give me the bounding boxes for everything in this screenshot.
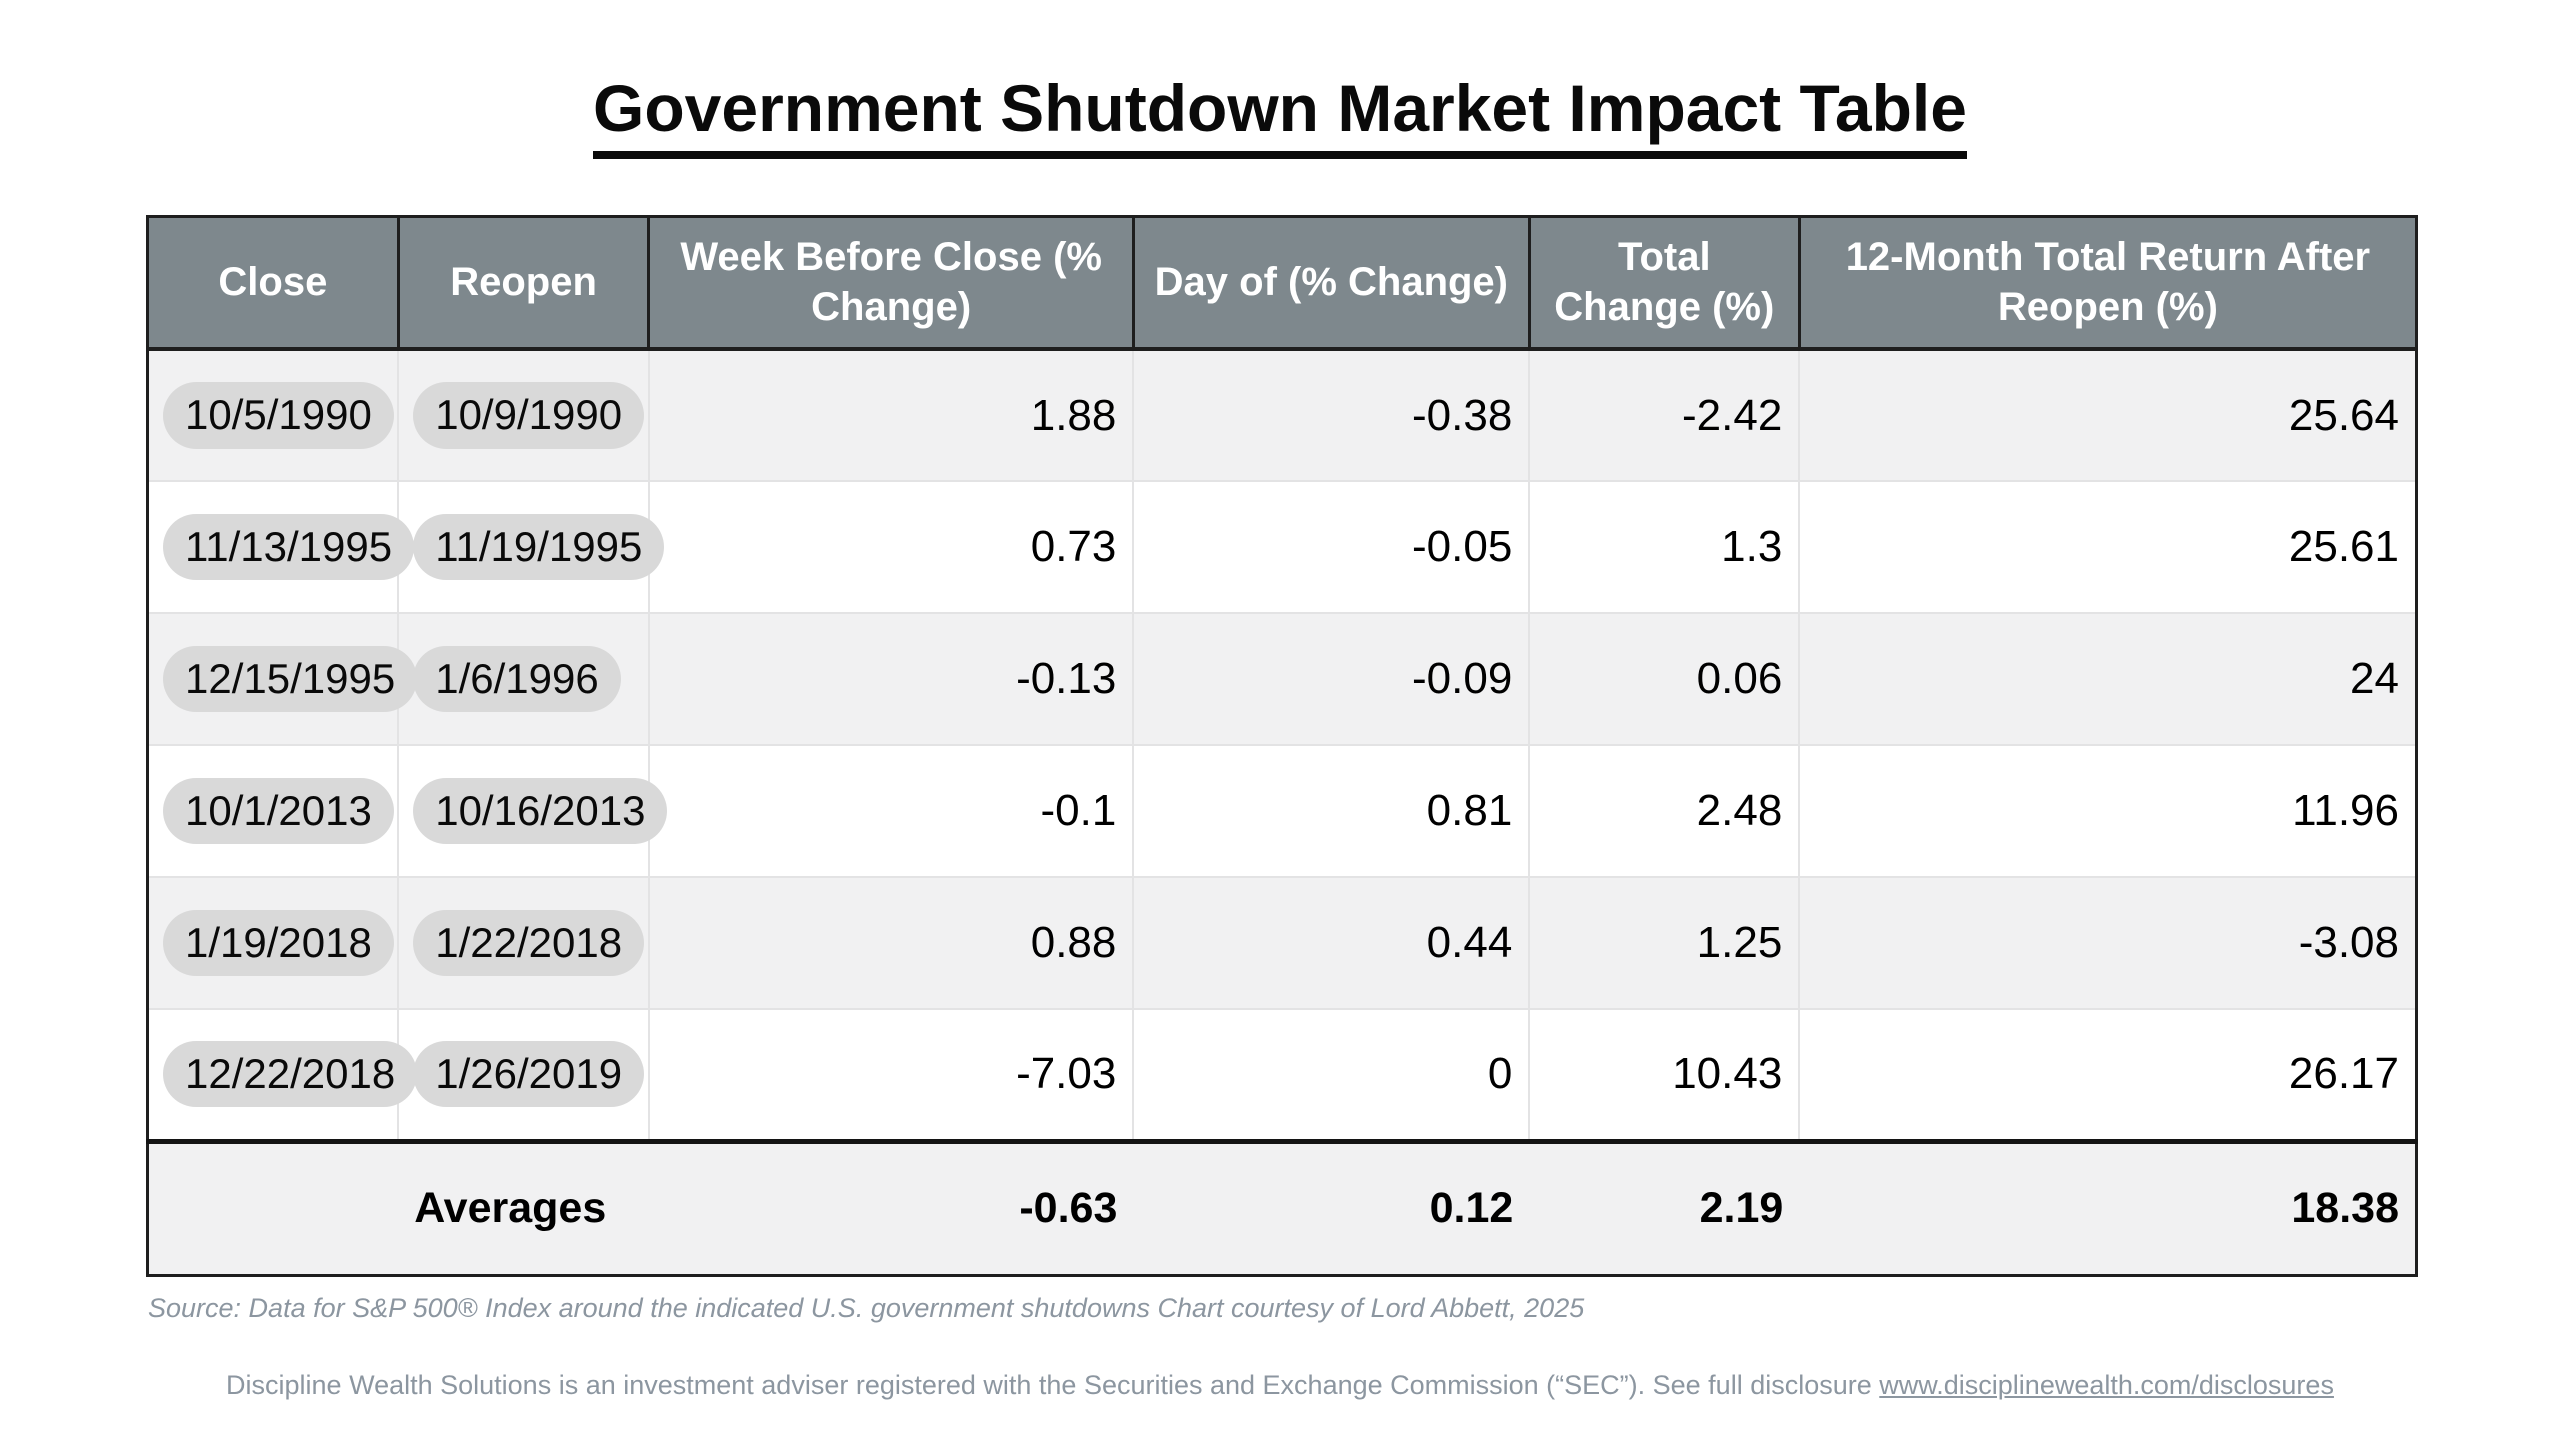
week-before-cell: -0.13 bbox=[647, 612, 1135, 747]
week-before-cell: 0.73 bbox=[647, 480, 1135, 615]
averages-return-12m-cell: 18.38 bbox=[1799, 1138, 2417, 1277]
return-12m-cell: 25.61 bbox=[1798, 480, 2418, 615]
reopen-date-cell: 10/16/2013 bbox=[397, 744, 668, 879]
total-change-cell: 1.25 bbox=[1528, 876, 1801, 1011]
averages-week-before-cell: -0.63 bbox=[648, 1138, 1134, 1277]
close-date-cell: 10/5/1990 bbox=[146, 348, 400, 483]
disclosure-text: Discipline Wealth Solutions is an invest… bbox=[226, 1369, 1880, 1400]
day-of-cell: 0.44 bbox=[1132, 876, 1531, 1011]
close-date-pill: 11/13/1995 bbox=[163, 513, 415, 581]
reopen-date-pill: 1/22/2018 bbox=[413, 909, 645, 977]
reopen-date-cell: 11/19/1995 bbox=[397, 480, 665, 615]
close-date-cell: 12/15/1995 bbox=[146, 612, 418, 747]
close-date-cell: 10/1/2013 bbox=[146, 744, 400, 879]
total-change-cell: 10.43 bbox=[1528, 1008, 1801, 1143]
close-date-pill: 12/15/1995 bbox=[163, 645, 418, 713]
week-before-cell: 0.88 bbox=[647, 876, 1135, 1011]
close-date-pill: 10/5/1990 bbox=[163, 382, 394, 449]
week-before-cell: -0.1 bbox=[647, 744, 1135, 879]
market-impact-table-wrap: Close Reopen Week Before Close (% Change… bbox=[146, 214, 2419, 1277]
table-row: 10/1/2013 10/16/2013 -0.1 0.81 2.48 11.9… bbox=[146, 744, 2418, 879]
header-row: Close Reopen Week Before Close (% Change… bbox=[146, 214, 2419, 352]
averages-total-change-cell: 2.19 bbox=[1529, 1138, 1800, 1277]
reopen-date-pill: 1/6/1996 bbox=[413, 645, 621, 713]
title-bar: Government Shutdown Market Impact Table bbox=[0, 0, 2560, 159]
week-before-cell: 1.88 bbox=[647, 348, 1135, 483]
day-of-cell: 0.81 bbox=[1132, 744, 1531, 879]
close-date-cell: 1/19/2018 bbox=[146, 876, 400, 1011]
total-change-cell: -2.42 bbox=[1528, 348, 1801, 483]
return-12m-cell: -3.08 bbox=[1798, 876, 2418, 1011]
column-header-12m-return: 12-Month Total Return After Reopen (%) bbox=[1797, 214, 2419, 352]
day-of-cell: -0.05 bbox=[1132, 480, 1531, 615]
close-date-pill: 12/22/2018 bbox=[163, 1041, 418, 1108]
return-12m-cell: 24 bbox=[1798, 612, 2418, 747]
reopen-date-cell: 1/26/2019 bbox=[397, 1008, 650, 1143]
return-12m-cell: 11.96 bbox=[1798, 744, 2418, 879]
averages-day-of-cell: 0.12 bbox=[1133, 1138, 1530, 1277]
page-title: Government Shutdown Market Impact Table bbox=[593, 72, 1967, 159]
averages-label: Averages bbox=[398, 1138, 649, 1277]
total-change-cell: 0.06 bbox=[1528, 612, 1801, 747]
table-row: 11/13/1995 11/19/1995 0.73 -0.05 1.3 25.… bbox=[146, 480, 2418, 615]
column-header-reopen: Reopen bbox=[396, 214, 651, 352]
column-header-total-change: Total Change (%) bbox=[1527, 214, 1801, 352]
source-note: Source: Data for S&P 500® Index around t… bbox=[148, 1292, 1585, 1323]
reopen-date-pill: 1/26/2019 bbox=[413, 1041, 645, 1108]
column-header-close: Close bbox=[146, 214, 400, 352]
reopen-date-pill: 10/9/1990 bbox=[413, 382, 645, 449]
averages-row: Averages -0.63 0.12 2.19 18.38 bbox=[147, 1138, 2417, 1277]
disclosure-link[interactable]: www.disciplinewealth.com/disclosures bbox=[1879, 1369, 2334, 1400]
market-impact-table: Close Reopen Week Before Close (% Change… bbox=[146, 214, 2419, 1277]
day-of-cell: -0.38 bbox=[1132, 348, 1531, 483]
averages-empty-cell bbox=[147, 1138, 399, 1277]
reopen-date-cell: 1/6/1996 bbox=[397, 612, 650, 747]
total-change-cell: 1.3 bbox=[1528, 480, 1801, 615]
close-date-pill: 1/19/2018 bbox=[163, 909, 394, 977]
reopen-date-cell: 1/22/2018 bbox=[397, 876, 650, 1011]
day-of-cell: -0.09 bbox=[1132, 612, 1531, 747]
close-date-cell: 12/22/2018 bbox=[146, 1008, 418, 1143]
return-12m-cell: 25.64 bbox=[1798, 348, 2418, 483]
column-header-day-of: Day of (% Change) bbox=[1131, 214, 1531, 352]
table-row: 12/22/2018 1/26/2019 -7.03 0 10.43 26.17 bbox=[146, 1008, 2418, 1143]
week-before-cell: -7.03 bbox=[647, 1008, 1135, 1143]
table-row: 10/5/1990 10/9/1990 1.88 -0.38 -2.42 25.… bbox=[146, 348, 2418, 483]
column-header-week-before: Week Before Close (% Change) bbox=[647, 214, 1135, 352]
reopen-date-pill: 10/16/2013 bbox=[413, 777, 668, 845]
table-row: 1/19/2018 1/22/2018 0.88 0.44 1.25 -3.08 bbox=[146, 876, 2418, 1011]
day-of-cell: 0 bbox=[1132, 1008, 1531, 1143]
close-date-pill: 10/1/2013 bbox=[163, 777, 394, 845]
return-12m-cell: 26.17 bbox=[1798, 1008, 2418, 1143]
reopen-date-pill: 11/19/1995 bbox=[413, 513, 665, 581]
total-change-cell: 2.48 bbox=[1528, 744, 1801, 879]
disclosure-note: Discipline Wealth Solutions is an invest… bbox=[0, 1370, 2560, 1401]
table-row: 12/15/1995 1/6/1996 -0.13 -0.09 0.06 24 bbox=[146, 612, 2418, 747]
reopen-date-cell: 10/9/1990 bbox=[397, 348, 650, 483]
close-date-cell: 11/13/1995 bbox=[146, 480, 415, 615]
